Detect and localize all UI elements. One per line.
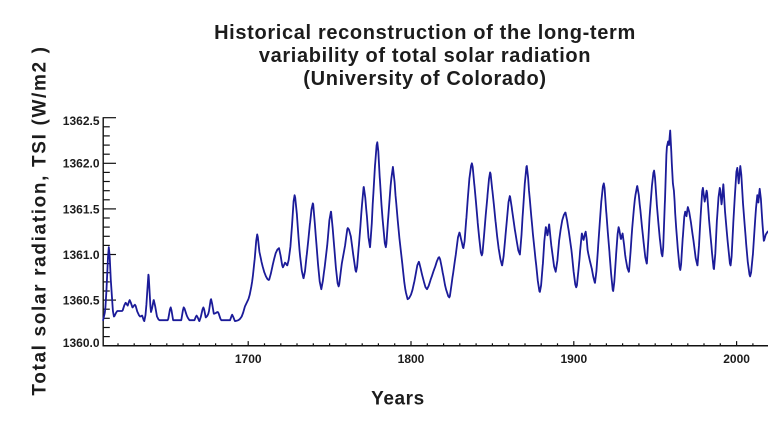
svg-text:variability of total solar rad: variability of total solar radiation — [259, 45, 591, 67]
svg-text:(University of Colorado): (University of Colorado) — [303, 68, 546, 90]
svg-text:Historical reconstruction of t: Historical reconstruction of the long-te… — [214, 22, 636, 44]
svg-text:1800: 1800 — [398, 352, 425, 366]
svg-text:1900: 1900 — [560, 352, 587, 366]
svg-text:1360.0: 1360.0 — [63, 336, 100, 350]
svg-text:2000: 2000 — [723, 352, 750, 366]
svg-text:1360.5: 1360.5 — [63, 294, 100, 308]
svg-text:1361.0: 1361.0 — [63, 248, 100, 262]
svg-text:1362.5: 1362.5 — [63, 114, 100, 128]
svg-text:Years: Years — [371, 389, 425, 410]
svg-text:1700: 1700 — [235, 352, 262, 366]
svg-text:1361.5: 1361.5 — [63, 202, 100, 216]
svg-text:1362.0: 1362.0 — [63, 157, 100, 171]
svg-text:Total solar radiation, TSI (W/: Total solar radiation, TSI (W/m2 ) — [30, 45, 51, 395]
